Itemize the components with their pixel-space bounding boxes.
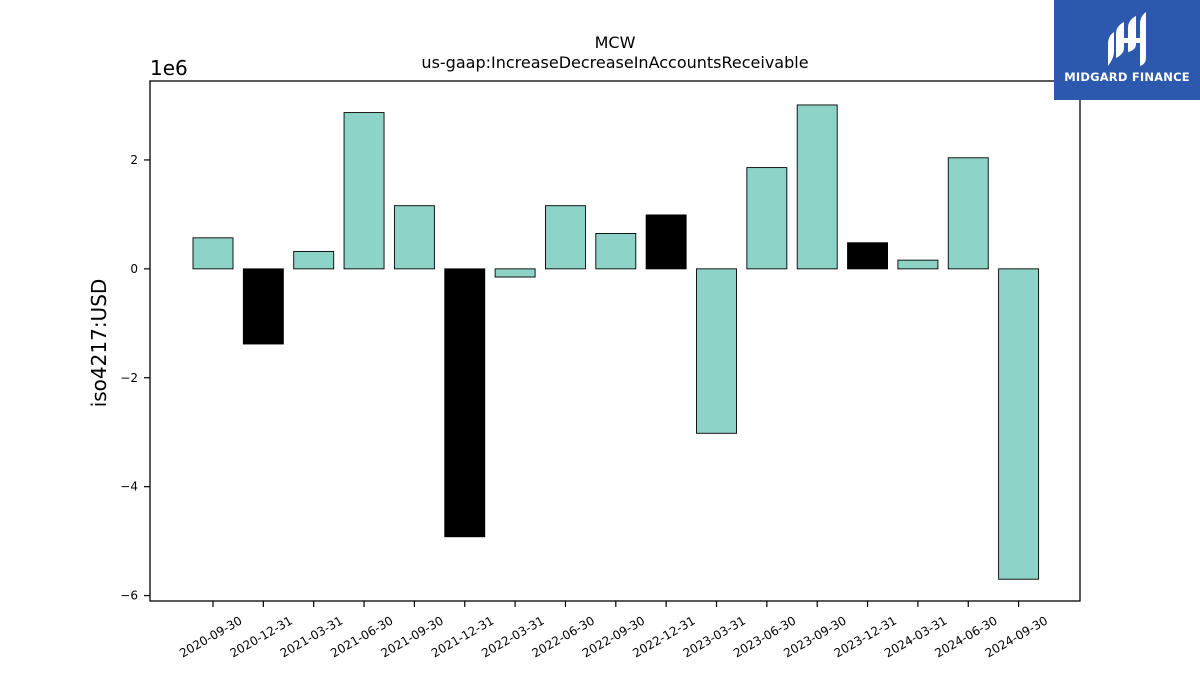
company-logo: MIDGARD FINANCE	[1054, 0, 1200, 100]
bar-2021-09-30	[393, 205, 435, 270]
y-tick-label: −2	[120, 371, 138, 385]
bar-2022-12-31	[645, 214, 687, 270]
y-tick-label: 0	[130, 262, 138, 276]
bar-2022-03-31	[494, 268, 536, 278]
bar-2022-06-30	[545, 205, 586, 270]
bars-group	[192, 104, 1040, 580]
y-tick-label: 2	[130, 153, 138, 167]
chart-title: MCW	[595, 33, 636, 52]
y-tick-label: −6	[120, 589, 138, 603]
bar-2021-12-31	[444, 268, 486, 538]
bar-2023-09-30	[796, 104, 838, 270]
bar-2022-09-30	[595, 233, 637, 270]
bar-2024-06-30	[947, 157, 989, 270]
logo-mark-icon	[1108, 12, 1146, 66]
logo-text: MIDGARD FINANCE	[1064, 70, 1190, 84]
bar-2023-06-30	[746, 167, 788, 270]
bar-2023-12-31	[847, 242, 888, 270]
bar-2024-09-30	[998, 268, 1040, 580]
y-axis-label: iso4217:USD	[87, 279, 111, 408]
bar-2020-09-30	[192, 237, 234, 270]
y-ticks-group: 2 0 −2 −4 −6	[120, 153, 150, 603]
plot-frame	[149, 80, 1081, 602]
bar-2023-03-31	[696, 268, 737, 434]
y-tick-label: −4	[120, 480, 138, 494]
bar-2021-03-31	[293, 250, 335, 270]
bar-2024-03-31	[897, 259, 939, 270]
x-ticks-group: 2020-09-302020-12-312021-03-312021-06-30…	[177, 601, 1050, 660]
bar-2021-06-30	[343, 112, 385, 270]
bar-2020-12-31	[242, 268, 284, 345]
chart-subtitle: us-gaap:IncreaseDecreaseInAccountsReceiv…	[421, 53, 808, 72]
y-offset-label: 1e6	[150, 56, 188, 80]
